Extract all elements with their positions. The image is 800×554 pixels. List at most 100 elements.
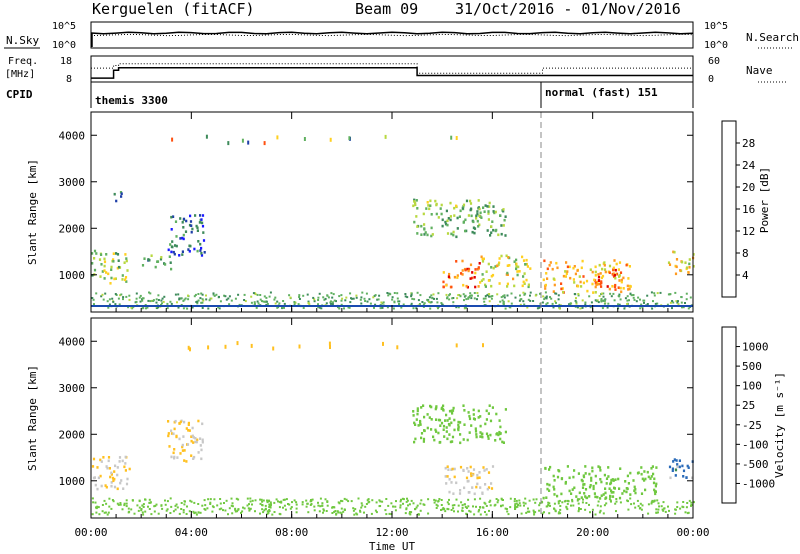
heatmap-cell [187,423,190,426]
ground-scatter-cell [345,498,348,501]
heatmap-cell [174,220,178,223]
ground-scatter-cell [92,298,95,301]
ground-scatter-cell [222,509,224,512]
noise-left-label: N.Sky [6,34,39,47]
heatmap-cell [99,474,102,478]
ground-scatter-cell [488,509,490,512]
ground-scatter-cell [261,504,264,506]
ground-scatter-cell [261,508,264,511]
heatmap-cell [524,263,527,266]
ground-scatter-cell [228,303,231,306]
ground-scatter-cell [541,301,544,304]
heatmap-cell [560,287,563,291]
ground-scatter-cell [387,294,390,297]
ground-scatter-cell [394,509,397,512]
heatmap-cell [545,496,548,499]
ground-scatter-cell [179,297,182,300]
ground-scatter-cell [178,297,181,300]
heatmap-cell [434,428,437,432]
ground-scatter-cell [283,302,286,305]
colorbar-tick-label: -100 [742,438,769,451]
heatmap-cell [458,215,461,218]
freq-panel: Freq. [MHz] 18 8 60 0 Nave [5,55,786,85]
ground-scatter-cell [408,503,411,506]
ground-scatter-cell [177,306,180,309]
heatmap-cell [582,281,585,285]
heatmap-cell [201,221,204,225]
heatmap-cell [527,285,530,289]
heatmap-cell [113,485,117,489]
ground-scatter-cell [91,497,94,500]
freq-left-tick-top: 18 [60,56,72,67]
heatmap-cell [598,263,601,267]
heatmap-cell [420,436,423,440]
ground-scatter-cell [302,307,305,309]
heatmap-cell [93,476,96,479]
heatmap-cell [182,217,186,221]
ground-scatter-cell [559,508,562,511]
heatmap-cell [477,225,480,228]
heatmap-cell [604,491,607,495]
freq-left-tick-bottom: 8 [66,74,72,85]
ground-scatter-cell [444,510,447,513]
heatmap-cell [611,478,614,481]
heatmap-cell [613,274,616,277]
ground-scatter-cell [155,301,158,304]
ground-scatter-cell [682,501,685,503]
ground-scatter-cell [535,498,538,501]
x-tick-label: 00:00 [676,526,709,539]
ground-scatter-cell [196,302,199,305]
ground-scatter-cell [434,499,437,502]
heatmap-cell [478,476,481,479]
heatmap-cell [592,487,595,491]
heatmap-cell [676,463,679,466]
ground-scatter-cell [473,297,476,300]
heatmap-cell [414,437,417,441]
heatmap-cell [477,409,480,413]
heatmap-cell [506,273,509,276]
ground-scatter-cell [410,294,413,296]
heatmap-cell [592,291,595,294]
ground-scatter-cell [153,505,156,508]
heatmap-cell [500,232,503,236]
ground-scatter-cell [595,300,598,303]
ground-scatter-cell [366,300,369,303]
y-tick-label: 2000 [59,222,86,235]
colorbar-tick-label: 20 [742,181,755,194]
ground-scatter-cell [443,508,446,511]
ground-scatter-cell [209,501,212,504]
ground-scatter-cell [142,513,145,516]
heatmap-cell [674,272,678,276]
ground-scatter-cell [573,293,576,295]
heatmap-cell [691,476,694,480]
ground-scatter-cell [253,301,256,304]
heatmap-cell [182,233,185,237]
ground-scatter-cell [572,504,575,507]
ground-scatter-cell [410,511,413,514]
heatmap-cell [181,236,184,240]
y-tick-label: 3000 [59,176,86,189]
ground-scatter-cell [92,501,95,504]
ground-scatter-cell [282,498,285,501]
ground-scatter-cell [318,510,321,513]
heatmap-cell [107,456,111,459]
heatmap-cell [596,282,600,286]
y-tick-label: 1000 [59,269,86,282]
heatmap-cell [442,271,445,274]
heatmap-cell [672,250,675,254]
heatmap-cell [99,275,102,278]
heatmap-cell [603,261,606,264]
heatmap-cell [445,284,448,287]
ground-scatter-cell [547,504,550,506]
ground-scatter-cell [281,306,284,309]
ground-scatter-cell [414,508,417,511]
heatmap-cell [175,244,178,248]
ground-scatter-cell [318,306,321,309]
heatmap-cell [653,488,656,492]
heatmap-cell [440,421,444,425]
ground-scatter-cell [581,299,584,302]
heatmap-cell [668,263,672,266]
ground-scatter-cell [203,499,206,502]
